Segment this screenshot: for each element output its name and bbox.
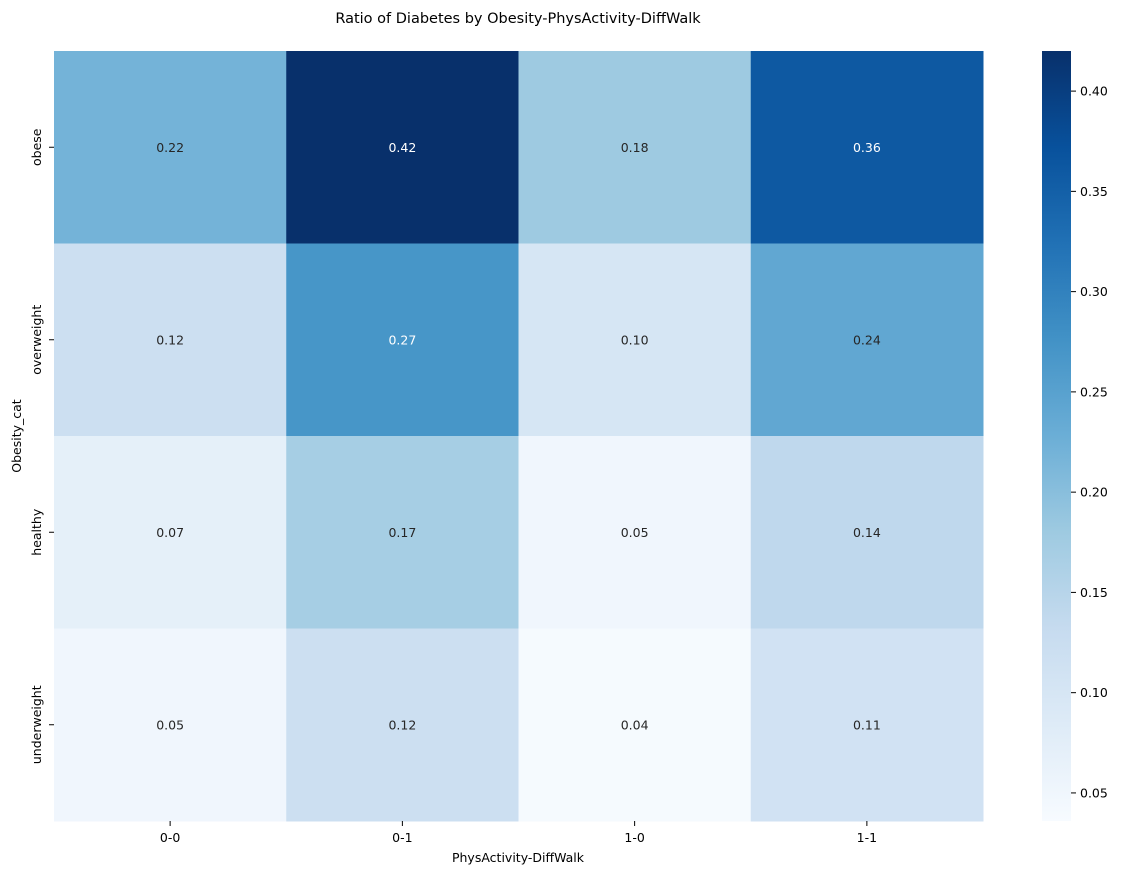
heatmap-cell	[286, 243, 519, 437]
cell-value-label: 0.05	[621, 525, 649, 540]
x-axis-label: PhysActivity-DiffWalk	[452, 850, 585, 865]
y-tick-label: overweight	[29, 305, 44, 375]
colorbar-tick-label: 0.20	[1080, 485, 1108, 500]
cell-value-label: 0.11	[853, 717, 881, 732]
cell-value-label: 0.22	[156, 140, 184, 155]
cell-value-label: 0.12	[388, 717, 416, 732]
colorbar	[1042, 51, 1071, 821]
cell-value-label: 0.27	[388, 332, 416, 347]
y-axis-label: Obesity_cat	[9, 399, 24, 473]
cell-value-label: 0.24	[853, 332, 881, 347]
colorbar-tick-label: 0.30	[1080, 284, 1108, 299]
heatmap-cell	[286, 51, 519, 244]
heatmap-cell	[750, 51, 984, 244]
cell-value-label: 0.17	[388, 525, 416, 540]
y-tick-label: underweight	[29, 685, 44, 764]
cell-value-label: 0.18	[621, 140, 649, 155]
colorbar-ticks: 0.05 0.10 0.15 0.20 0.25 0.30 0.35 0.40	[1071, 84, 1108, 800]
cell-value-label: 0.42	[388, 140, 416, 155]
heatmap-cell	[54, 243, 287, 437]
heatmap-cell	[518, 628, 752, 822]
y-tick-label: obese	[29, 128, 44, 166]
y-tick-label: healthy	[29, 508, 44, 556]
heatmap-cell	[750, 628, 984, 822]
cell-value-label: 0.36	[853, 140, 881, 155]
cell-value-label: 0.07	[156, 525, 184, 540]
heatmap-cell	[750, 436, 984, 629]
heatmap-cell	[54, 51, 287, 244]
cell-value-label: 0.10	[621, 332, 649, 347]
heatmap-cell	[286, 436, 519, 629]
y-axis-ticks: obese overweight healthy underweight	[29, 128, 54, 764]
heatmap-cell	[518, 243, 752, 437]
heatmap-cell	[54, 628, 287, 822]
heatmap-cell	[518, 51, 752, 244]
cell-value-label: 0.05	[156, 717, 184, 732]
heatmap-cells: 0.22 0.42 0.18 0.36 0.12 0.27 0.10 0.24 0.07 0.17…	[54, 51, 984, 822]
colorbar-tick-label: 0.15	[1080, 585, 1108, 600]
colorbar-tick-label: 0.25	[1080, 384, 1108, 399]
colorbar-tick-label: 0.40	[1080, 84, 1108, 99]
x-tick-label: 0-1	[392, 830, 412, 845]
x-axis-ticks: 0-0 0-1 1-0 1-1	[160, 821, 877, 845]
colorbar-tick-label: 0.35	[1080, 184, 1108, 199]
colorbar-tick-label: 0.10	[1080, 685, 1108, 700]
heatmap-cell	[518, 436, 752, 629]
cell-value-label: 0.04	[621, 717, 649, 732]
x-tick-label: 1-1	[857, 830, 877, 845]
heatmap-cell	[54, 436, 287, 629]
heatmap-cell	[750, 243, 984, 437]
x-tick-label: 0-0	[160, 830, 180, 845]
cell-value-label: 0.12	[156, 332, 184, 347]
colorbar-tick-label: 0.05	[1080, 785, 1108, 800]
cell-value-label: 0.14	[853, 525, 881, 540]
x-tick-label: 1-0	[624, 830, 644, 845]
chart-title: Ratio of Diabetes by Obesity-PhysActivit…	[335, 11, 701, 27]
heatmap-cell	[286, 628, 519, 822]
